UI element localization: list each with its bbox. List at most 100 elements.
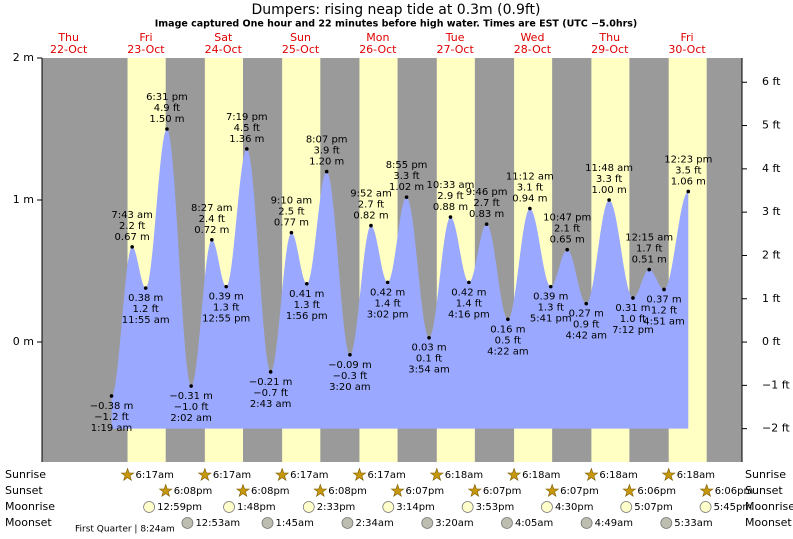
tide-height-ft: 3.1 ft [517,183,543,194]
moonset-time: 1:45am [276,518,314,529]
tide-time: 10:47 pm [543,213,591,224]
moonrise-icon [461,501,474,513]
row-label: Moonrise [5,500,55,513]
sunrise-icon [661,467,676,481]
y2-tick-label: 3 ft [762,205,781,218]
tide-height-m: −0.09 m [328,360,372,371]
tide-height-m: 1.06 m [671,176,706,187]
date-label: 22-Oct [50,43,88,56]
tide-height-m: 0.31 m [615,303,650,314]
weekday-label: Tue [445,31,465,44]
moonset-time: 4:05am [515,518,553,529]
tide-height-ft: 2.9 ft [437,191,463,202]
sunset-icon [545,483,560,497]
tide-height-ft: 1.2 ft [651,305,677,316]
tide-time: 8:07 pm [306,135,348,146]
tide-point [143,286,148,290]
tide-height-ft: 2.2 ft [119,221,145,232]
tide-time: 9:52 am [350,189,392,200]
tide-height-ft: 0.5 ft [495,335,521,346]
y2-tick-label: 5 ft [762,119,781,132]
tide-height-ft: 4.9 ft [154,103,180,114]
tide-point [369,223,373,228]
moonset-time: 2:34am [355,518,393,529]
tide-height-m: 0.88 m [433,202,468,213]
tide-height-m: 0.72 m [194,225,229,236]
tide-height-m: 1.50 m [149,114,184,125]
tide-height-m: 0.82 m [353,211,388,222]
y2-tick-label: 4 ft [762,162,781,175]
row-label: Sunrise [745,468,786,481]
tide-point [467,280,471,285]
tide-height-ft: 2.7 ft [358,200,384,211]
y2-tick-label: 0 ft [762,335,781,348]
tide-time: 6:31 pm [146,92,188,103]
tide-height-ft: 2.7 ft [473,198,499,209]
sunset-icon [467,483,482,497]
date-label: 25-Oct [282,43,320,56]
tide-time: 1:19 am [91,423,133,434]
tide-height-ft: 1.3 ft [213,303,239,314]
tide-height-ft: 4.5 ft [234,123,260,134]
y2-tick-label: 6 ft [762,75,781,88]
moonrise-time: 5:45pm [714,502,753,513]
tide-point [631,296,635,300]
moonrise-icon [699,501,712,513]
sunrise-icon [352,467,367,481]
sunrise-icon [429,467,444,481]
date-label: 30-Oct [668,43,706,56]
tide-time: 3:20 am [329,382,371,393]
moonrise-time: 2:33pm [317,502,356,513]
weekday-label: Fri [139,31,152,44]
tide-height-m: 0.16 m [490,324,525,335]
tide-point [607,198,611,202]
tide-point [210,237,214,242]
tide-time: 3:02 pm [367,309,409,320]
tide-time: 10:33 am [427,180,475,191]
tide-height-ft: 0.1 ft [416,354,442,365]
tide-height-ft: 2.4 ft [199,214,225,225]
date-label: 28-Oct [514,43,552,56]
tide-height-ft: −1.2 ft [94,412,129,423]
tide-height-m: 0.42 m [451,287,486,298]
tide-height-m: 1.20 m [309,157,344,168]
moonrise-time: 1:48pm [237,502,276,513]
tide-height-ft: 3.3 ft [596,174,622,185]
tide-height-ft: −0.3 ft [333,371,368,382]
tide-height-m: 0.65 m [550,235,585,246]
tide-point [245,147,249,151]
tide-time: 12:23 pm [664,154,712,165]
weekday-label: Thu [598,31,620,44]
tide-height-ft: 1.2 ft [133,304,159,315]
moonrise-icon [302,501,315,513]
y-tick-label: 1 m [13,193,34,206]
tide-time: 11:55 am [122,315,170,326]
sunset-icon [158,483,173,497]
weekday-label: Sun [290,31,311,44]
weekday-label: Mon [366,31,389,44]
tide-height-m: 0.77 m [274,218,309,229]
sunrise-icon [507,467,522,481]
tide-time: 11:12 am [506,172,554,183]
tide-time: 4:42 am [565,331,607,342]
tide-height-ft: 0.9 ft [573,320,599,331]
sunset-icon [235,483,251,497]
tide-height-m: 0.51 m [632,255,667,266]
tide-height-ft: 1.4 ft [374,298,400,309]
tide-point [584,301,589,306]
y2-tick-label: −1 ft [762,378,790,391]
tide-point [506,317,510,322]
moonrise-time: 4:30pm [555,502,594,513]
tide-height-m: 0.39 m [209,292,244,303]
tide-time: 8:27 am [191,203,233,214]
sunset-time: 6:08pm [174,486,213,497]
tide-point [289,230,294,235]
tide-height-ft: 1.3 ft [294,300,320,311]
chart-subtitle: Image captured One hour and 22 minutes b… [155,19,638,30]
row-label: Sunrise [5,468,46,481]
sunset-time: 6:07pm [560,486,599,497]
moonrise-time: 3:53pm [476,502,515,513]
row-label: Sunset [745,484,783,497]
tide-height-m: 0.41 m [289,289,324,300]
moonset-icon [341,517,354,529]
